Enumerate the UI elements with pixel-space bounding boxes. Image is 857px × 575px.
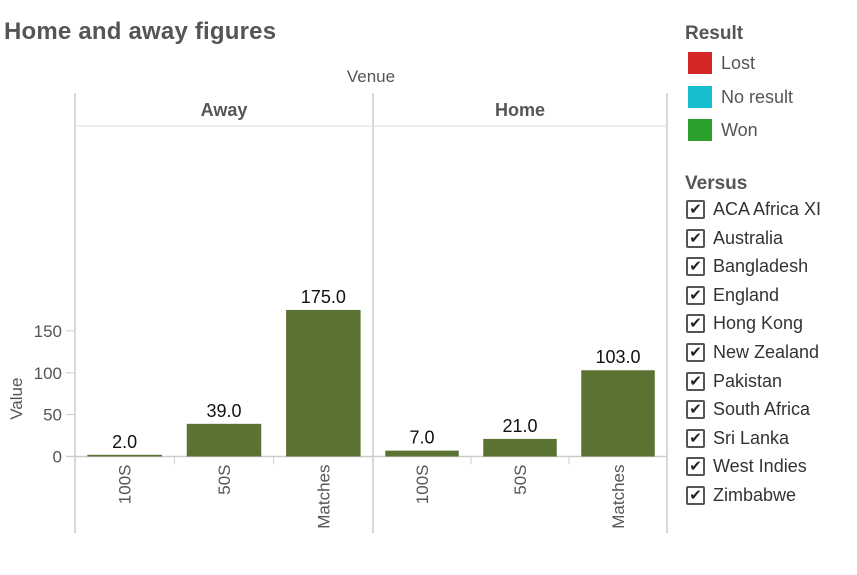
- legend-versus-item[interactable]: ✔ Zimbabwe: [686, 484, 821, 513]
- legend-versus-title: Versus: [685, 173, 748, 194]
- legend-versus-label: West Indies: [713, 456, 807, 477]
- y-tick-label: 0: [53, 448, 62, 467]
- column-header: Venue: [347, 67, 395, 86]
- legend-versus-item[interactable]: ✔ Pakistan: [686, 370, 821, 399]
- data-label: 7.0: [409, 428, 434, 448]
- checkbox[interactable]: ✔: [686, 428, 705, 448]
- legend-swatch: [688, 52, 712, 74]
- legend-result-item[interactable]: Lost: [688, 52, 793, 86]
- bar-home-50s: [483, 438, 557, 457]
- legend-versus-item[interactable]: ✔ West Indies: [686, 455, 821, 484]
- legend-versus-label: Zimbabwe: [713, 484, 797, 505]
- checkbox[interactable]: ✔: [686, 342, 705, 362]
- legend-versus-label: Sri Lanka: [713, 427, 790, 448]
- bar-away-matches: [286, 309, 361, 457]
- bar-chart: Venue Value 0 50 100 150 Away 2.0 100S 39.0 50S 175…: [7, 67, 668, 533]
- x-tick-label: 50S: [511, 465, 530, 495]
- legend-versus-item[interactable]: ✔ Australia: [686, 227, 821, 256]
- data-label: 39.0: [206, 401, 241, 421]
- x-tick-label: 50S: [215, 465, 234, 495]
- legend-versus-item[interactable]: ✔ Hong Kong: [686, 312, 821, 341]
- legend-versus-list: ✔ ACA Africa XI ✔ Australia ✔ Bangladesh ✔ Engl…: [686, 198, 821, 513]
- data-label: 2.0: [112, 432, 137, 452]
- x-tick-label: 100S: [413, 465, 432, 505]
- legend-versus-label: Hong Kong: [713, 313, 804, 334]
- checkbox[interactable]: ✔: [686, 257, 705, 277]
- bar-home-100s: [385, 450, 459, 457]
- chart-title: Home and away figures: [4, 18, 277, 45]
- legend-versus-label: South Africa: [713, 399, 811, 420]
- checkbox[interactable]: ✔: [686, 371, 705, 391]
- checkbox[interactable]: ✔: [686, 285, 705, 305]
- legend-versus-label: New Zealand: [713, 341, 820, 362]
- x-tick-label: Matches: [314, 465, 333, 529]
- legend-versus-item[interactable]: ✔ England: [686, 284, 821, 313]
- legend-result-label: Won: [721, 120, 758, 140]
- y-tick-label: 100: [34, 364, 62, 383]
- checkbox[interactable]: ✔: [686, 200, 705, 219]
- legend-versus-item[interactable]: ✔ ACA Africa XI: [686, 198, 821, 227]
- legend-versus-label: Australia: [713, 227, 784, 248]
- checkbox[interactable]: ✔: [686, 400, 705, 420]
- y-tick-label: 150: [34, 322, 62, 341]
- x-tick-label: Matches: [609, 465, 628, 529]
- legend-result-item[interactable]: No result: [688, 85, 794, 120]
- legend-versus-item[interactable]: ✔ South Africa: [686, 398, 821, 427]
- legend-swatch: [688, 119, 712, 141]
- y-axis-title: Value: [7, 378, 26, 420]
- legend-result-item[interactable]: Won: [688, 119, 793, 153]
- y-tick-label: 50: [43, 406, 62, 425]
- legend-result-label: No result: [721, 86, 794, 107]
- checkbox[interactable]: ✔: [686, 228, 705, 248]
- legend-result-title: Result: [685, 23, 744, 44]
- checkbox[interactable]: ✔: [686, 314, 705, 334]
- legend-versus-label: England: [713, 284, 780, 305]
- data-label: 103.0: [595, 347, 640, 367]
- x-tick-label: 100S: [116, 465, 135, 505]
- legend-versus-label: Pakistan: [713, 370, 783, 391]
- bar-home-matches: [581, 370, 655, 457]
- panel-title-home: Home: [495, 100, 545, 120]
- legend-result-list: Lost No result Won: [688, 52, 793, 153]
- checkbox[interactable]: ✔: [686, 485, 705, 505]
- data-label: 21.0: [502, 416, 537, 436]
- bar-away-50s: [186, 423, 262, 457]
- legend-versus-label: Bangladesh: [713, 256, 809, 277]
- legend-versus-item[interactable]: ✔ Bangladesh: [686, 255, 821, 284]
- legend-versus-item[interactable]: ✔ Sri Lanka: [686, 427, 821, 456]
- legend-versus-label: ACA Africa XI: [713, 199, 822, 219]
- panel-title-away: Away: [201, 100, 248, 120]
- legend-versus-item[interactable]: ✔ New Zealand: [686, 341, 821, 370]
- checkbox[interactable]: ✔: [686, 457, 705, 477]
- bar-away-100s: [87, 454, 162, 457]
- data-label: 175.0: [301, 287, 346, 307]
- legend-swatch: [688, 85, 712, 108]
- legend-result-label: Lost: [721, 53, 756, 73]
